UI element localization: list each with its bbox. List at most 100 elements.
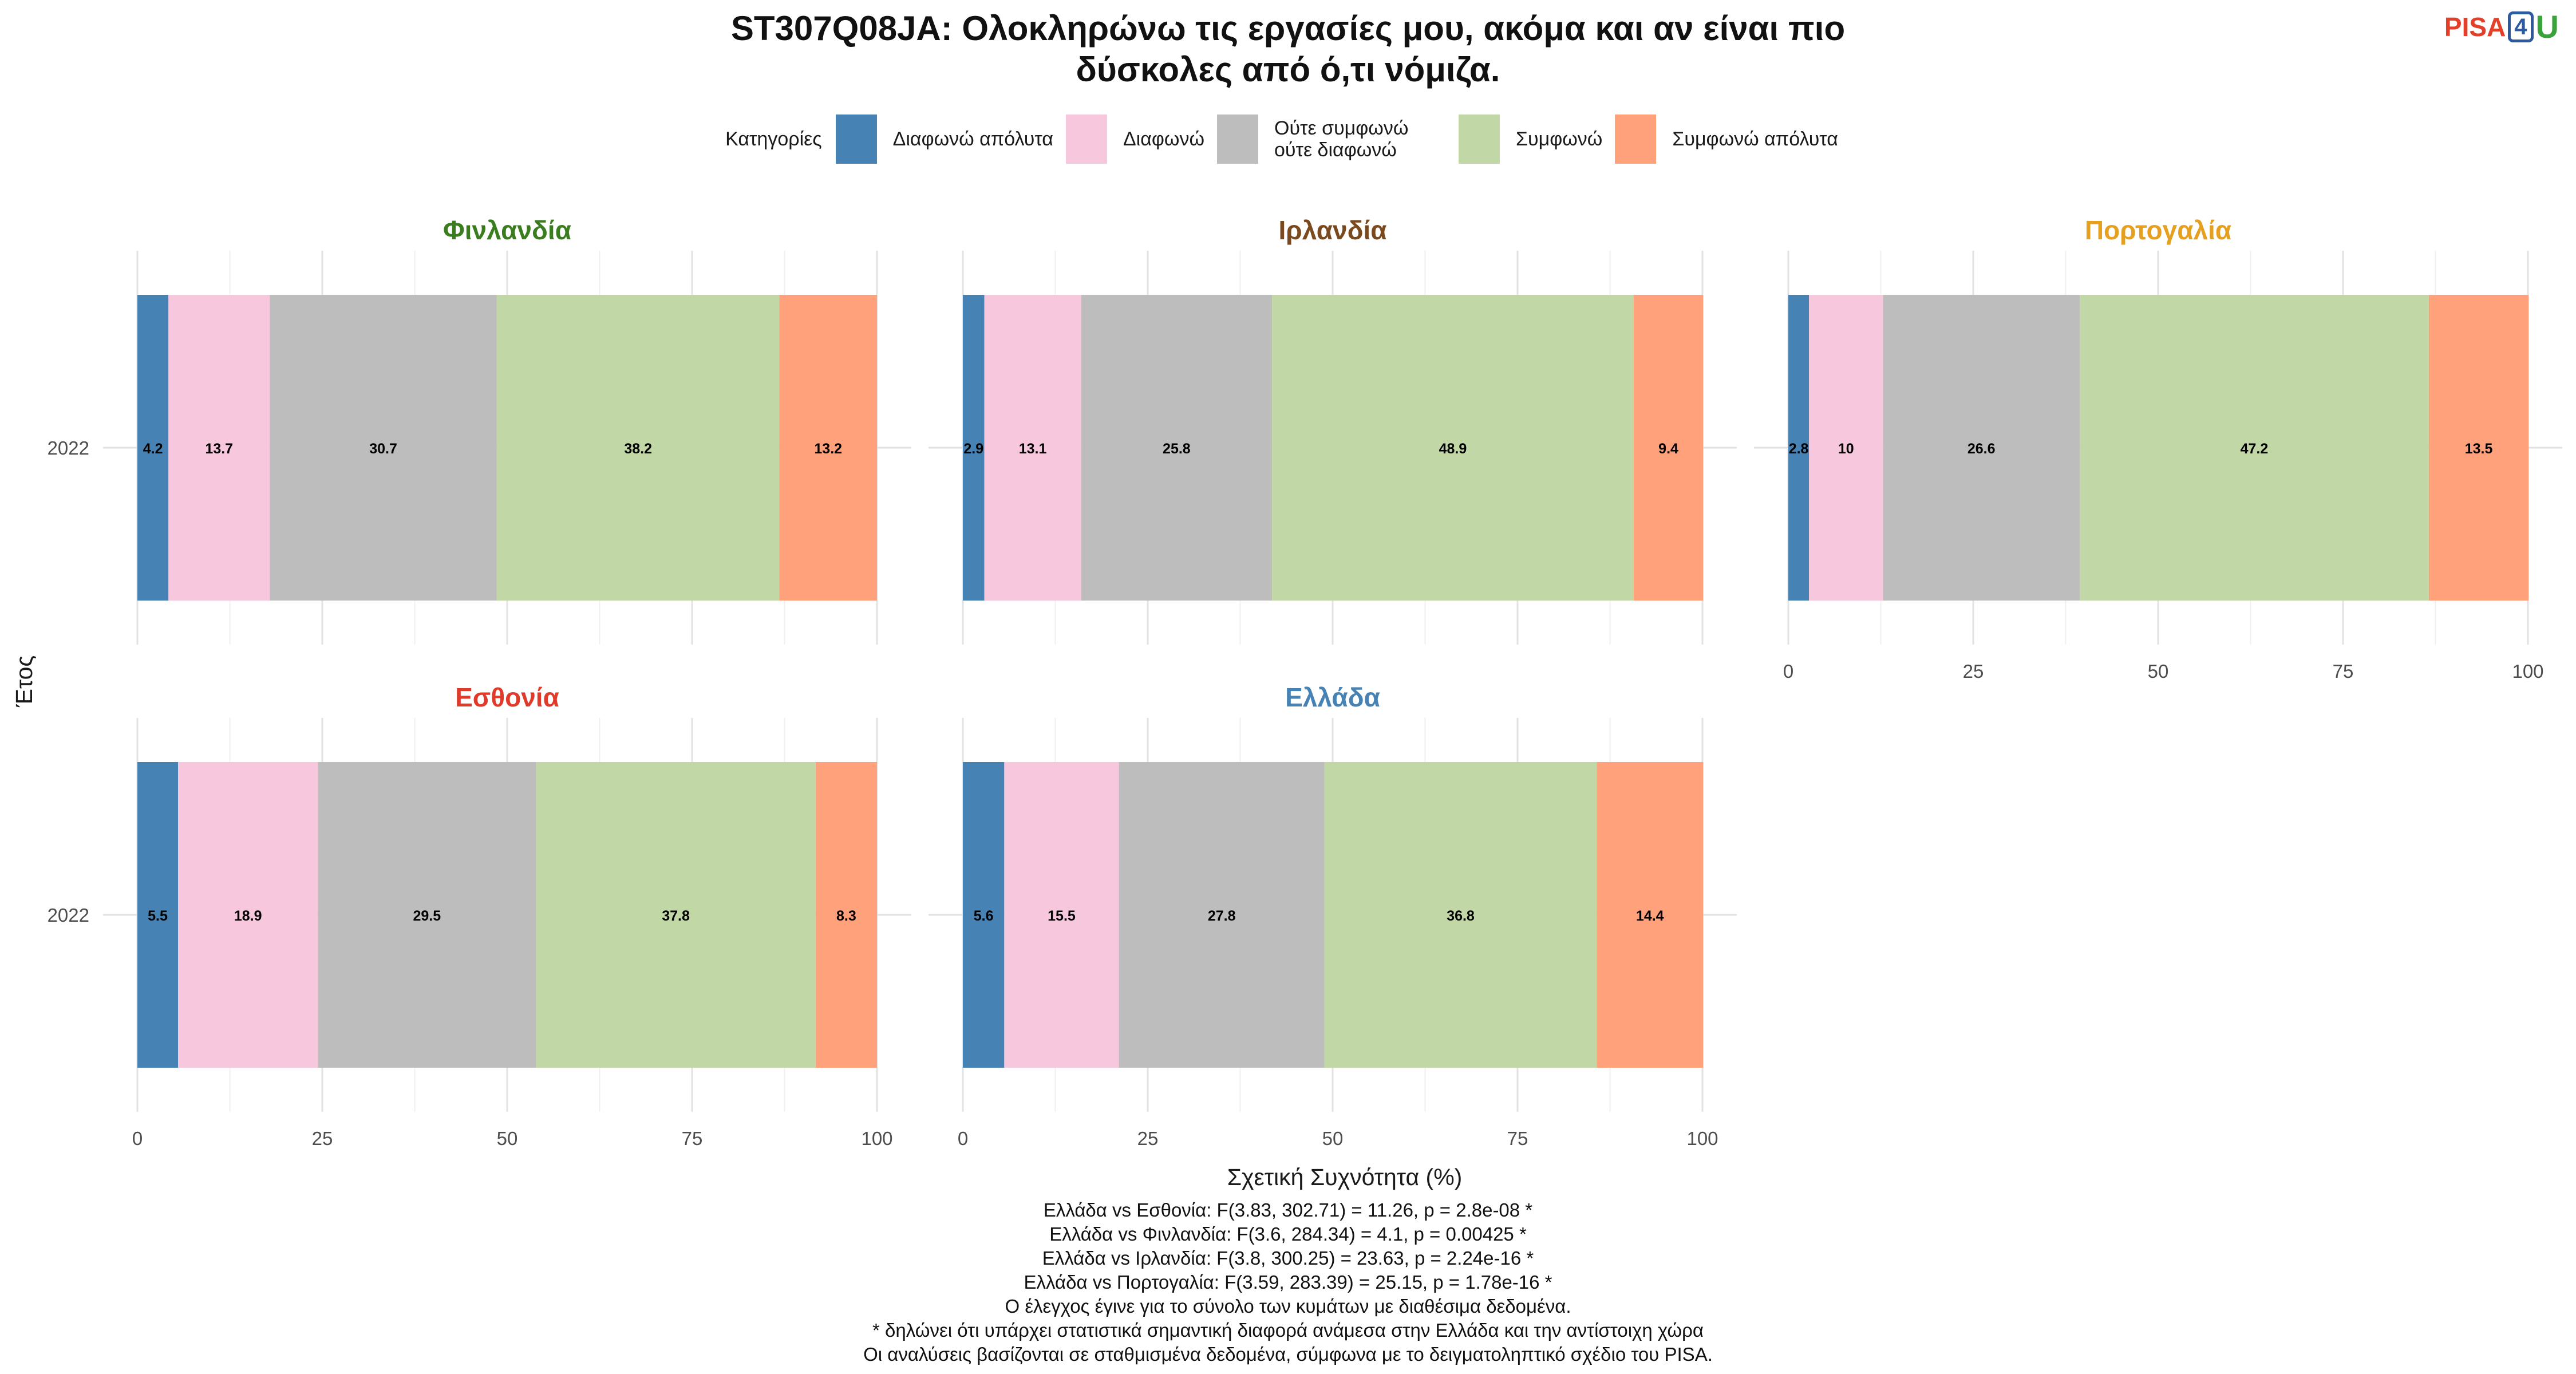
panel-title: Ιρλανδία [1278, 215, 1386, 245]
logo-text-4: 4 [2508, 11, 2534, 42]
test-notes: Ελλάδα vs Εσθονία: F(3.83, 302.71) = 11.… [0, 1198, 2576, 1367]
y-tick-label: 2022 [48, 437, 89, 459]
legend-swatch-agree [1459, 114, 1500, 164]
legend: Κατηγορίες Διαφωνώ απόλυτα Διαφωνώ Ούτε … [0, 114, 2576, 164]
x-tick-label: 75 [682, 1128, 703, 1149]
data-label-agree: 48.9 [1439, 441, 1467, 457]
chart-title-line-2: δύσκολες από ό,τι νόμιζα. [1076, 50, 1500, 89]
data-label-disagree: 13.7 [205, 441, 233, 457]
data-label-strongly-disagree: 2.9 [963, 441, 983, 457]
bar-segment-strongly-agree [1633, 295, 1704, 601]
bar-segment-disagree [1809, 295, 1883, 601]
bar-segment-agree [536, 762, 816, 1068]
legend-swatch-neutral [1217, 114, 1259, 164]
data-label-strongly-agree: 8.3 [836, 908, 856, 924]
bar-segment-disagree [1004, 762, 1119, 1068]
bar-segment-neutral [1119, 762, 1325, 1068]
x-tick-label: 25 [312, 1128, 333, 1149]
legend-swatch-strongly-agree [1615, 114, 1657, 164]
logo-text-pisa: PISA [2444, 11, 2506, 42]
data-label-strongly-agree: 14.4 [1636, 908, 1664, 924]
legend-item-strongly-agree: Συμφωνώ απόλυτα [1615, 114, 1838, 164]
note-line: Ελλάδα vs Πορτογαλία: F(3.59, 283.39) = … [1024, 1272, 1552, 1293]
data-label-neutral: 29.5 [413, 908, 441, 924]
note-line: Οι αναλύσεις βασίζονται σε σταθμισμένα δ… [863, 1344, 1713, 1365]
bar-segment-neutral [318, 762, 536, 1068]
bar-segment-strongly-disagree [1788, 295, 1809, 601]
data-label-neutral: 26.6 [1967, 441, 1996, 457]
x-tick-label: 25 [1963, 661, 1984, 682]
data-label-agree: 37.8 [662, 908, 690, 924]
x-tick-label: 50 [497, 1128, 518, 1149]
legend-label-strongly-agree: Συμφωνώ απόλυτα [1672, 128, 1838, 150]
bar-segment-agree [496, 295, 780, 601]
panel-title: Εσθονία [455, 682, 559, 712]
x-tick-label: 75 [2333, 661, 2354, 682]
bar-segment-strongly-agree [779, 295, 877, 601]
legend-label-disagree: Διαφωνώ [1123, 128, 1205, 150]
bar-segment-neutral [270, 295, 497, 601]
logo-text-u: U [2535, 9, 2559, 45]
data-label-neutral: 27.8 [1208, 908, 1236, 924]
data-label-neutral: 30.7 [369, 441, 397, 457]
data-label-strongly-agree: 13.2 [814, 441, 842, 457]
data-label-strongly-disagree: 5.5 [148, 908, 168, 924]
x-tick-label: 0 [132, 1128, 143, 1149]
legend-swatch-strongly-disagree [835, 114, 877, 164]
legend-item-agree: Συμφωνώ [1459, 114, 1602, 164]
data-label-strongly-agree: 9.4 [1658, 441, 1678, 457]
data-label-disagree: 18.9 [234, 908, 262, 924]
data-label-disagree: 15.5 [1048, 908, 1076, 924]
data-label-strongly-agree: 13.5 [2465, 441, 2493, 457]
data-label-strongly-disagree: 5.6 [974, 908, 994, 924]
bar-segment-agree [2080, 295, 2429, 601]
bar-segment-strongly-disagree [137, 762, 179, 1068]
data-label-agree: 47.2 [2241, 441, 2269, 457]
legend-label-agree: Συμφωνώ [1516, 128, 1603, 150]
panel-title: Φινλανδία [443, 215, 571, 245]
bar-segment-agree [1324, 762, 1597, 1068]
legend-label-strongly-disagree: Διαφωνώ απόλυτα [892, 128, 1053, 150]
note-line: * δηλώνει ότι υπάρχει στατιστικά σημαντι… [872, 1320, 1704, 1341]
bar-segment-agree [1272, 295, 1634, 601]
note-line: Ελλάδα vs Φινλανδία: F(3.6, 284.34) = 4.… [1049, 1223, 1527, 1245]
legend-title: Κατηγορίες [725, 128, 822, 150]
bar-segment-neutral [1081, 295, 1273, 601]
legend-label-neutral: Ούτε συμφωνώ ούτε διαφωνώ [1274, 117, 1409, 161]
data-label-disagree: 10 [1838, 441, 1854, 457]
x-tick-label: 100 [861, 1128, 892, 1149]
x-tick-label: 100 [2512, 661, 2543, 682]
pisa4u-logo: PISA 4 U [2444, 8, 2559, 45]
note-line: Ο έλεγχος έγινε για το σύνολο των κυμάτω… [1005, 1296, 1571, 1317]
bar-segment-strongly-agree [1597, 762, 1704, 1068]
bar-segment-strongly-disagree [963, 295, 985, 601]
chart-title: ST307Q08JA: Ολοκληρώνω τις εργασίες μου,… [0, 8, 2576, 90]
x-tick-label: 50 [2148, 661, 2169, 682]
legend-swatch-disagree [1065, 114, 1107, 164]
y-axis-title: Έτος [11, 656, 37, 708]
y-tick-label: 2022 [48, 905, 89, 926]
bar-segment-strongly-agree [2428, 295, 2529, 601]
bar-segment-disagree [984, 295, 1081, 601]
bar-segment-strongly-agree [815, 762, 877, 1068]
panel-title: Πορτογαλία [2085, 215, 2231, 245]
data-label-disagree: 13.1 [1019, 441, 1047, 457]
x-axis-title: Σχετική Συχνότητα (%) [1227, 1164, 1463, 1190]
x-tick-label: 100 [1686, 1128, 1718, 1149]
data-label-agree: 36.8 [1447, 908, 1475, 924]
note-line: Ελλάδα vs Εσθονία: F(3.83, 302.71) = 11.… [1043, 1199, 1533, 1221]
data-label-neutral: 25.8 [1163, 441, 1191, 457]
bar-segment-strongly-disagree [963, 762, 1005, 1068]
legend-item-strongly-disagree: Διαφωνώ απόλυτα [835, 114, 1053, 164]
chart-title-line-1: ST307Q08JA: Ολοκληρώνω τις εργασίες μου,… [730, 9, 1846, 48]
x-tick-label: 25 [1137, 1128, 1159, 1149]
bar-segment-disagree [178, 762, 318, 1068]
x-tick-label: 0 [1783, 661, 1793, 682]
bar-segment-strongly-disagree [137, 295, 169, 601]
x-tick-label: 0 [958, 1128, 968, 1149]
legend-item-neutral: Ούτε συμφωνώ ούτε διαφωνώ [1217, 114, 1446, 164]
panel-title: Ελλάδα [1285, 682, 1380, 712]
data-label-agree: 38.2 [624, 441, 652, 457]
bar-segment-disagree [168, 295, 270, 601]
